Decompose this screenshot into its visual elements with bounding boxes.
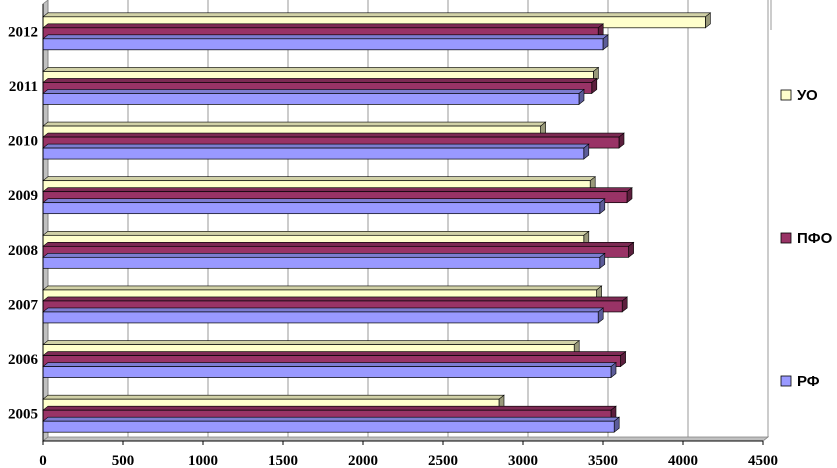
bar bbox=[42, 416, 621, 433]
y-tick-label: 2009 bbox=[8, 188, 38, 204]
legend-item: РФ bbox=[780, 373, 820, 390]
y-tick-label: 2008 bbox=[8, 243, 38, 259]
x-tick-label: 2000 bbox=[348, 453, 378, 468]
x-tick-label: 3500 bbox=[588, 453, 618, 468]
bar bbox=[42, 241, 635, 258]
x-tick-label: 4500 bbox=[748, 453, 778, 468]
bar bbox=[42, 361, 617, 379]
bar bbox=[42, 198, 606, 215]
legend: УО ПФО РФ bbox=[770, 0, 833, 390]
y-tick-label: 2012 bbox=[8, 24, 38, 40]
bar bbox=[42, 88, 585, 106]
x-tick-label: 1000 bbox=[188, 453, 218, 468]
legend-label: РФ bbox=[797, 373, 820, 390]
bar bbox=[42, 252, 606, 269]
x-tick-label: 500 bbox=[112, 453, 135, 468]
y-tick-label: 2006 bbox=[8, 352, 39, 368]
axes bbox=[42, 4, 763, 442]
bar bbox=[42, 230, 590, 247]
x-tick-label: 1500 bbox=[268, 453, 298, 468]
y-tick-label: 2005 bbox=[8, 407, 38, 423]
legend-label: УО bbox=[797, 87, 818, 104]
legend-item: УО bbox=[780, 87, 818, 104]
x-axis-ticks: 0 500 1000 1500 2000 2500 3000 3500 4000 4500 bbox=[39, 441, 778, 468]
legend-label: ПФО bbox=[797, 230, 833, 247]
x-tick-label: 0 bbox=[39, 453, 47, 468]
bar bbox=[42, 350, 627, 368]
y-axis-categories: 2005 2006 2007 2008 2009 2010 2011 2012 bbox=[8, 24, 39, 422]
y-tick-label: 2011 bbox=[9, 79, 38, 95]
legend-item: ПФО bbox=[780, 230, 833, 247]
bar bbox=[42, 12, 712, 29]
y-tick-label: 2010 bbox=[8, 134, 38, 150]
bar bbox=[42, 307, 605, 324]
bars bbox=[42, 12, 712, 433]
x-tick-label: 3000 bbox=[508, 453, 538, 468]
bar bbox=[42, 143, 590, 160]
x-tick-label: 2500 bbox=[428, 453, 458, 468]
x-tick-label: 4000 bbox=[668, 453, 698, 468]
y-tick-label: 2007 bbox=[8, 297, 39, 313]
bar bbox=[42, 34, 609, 51]
